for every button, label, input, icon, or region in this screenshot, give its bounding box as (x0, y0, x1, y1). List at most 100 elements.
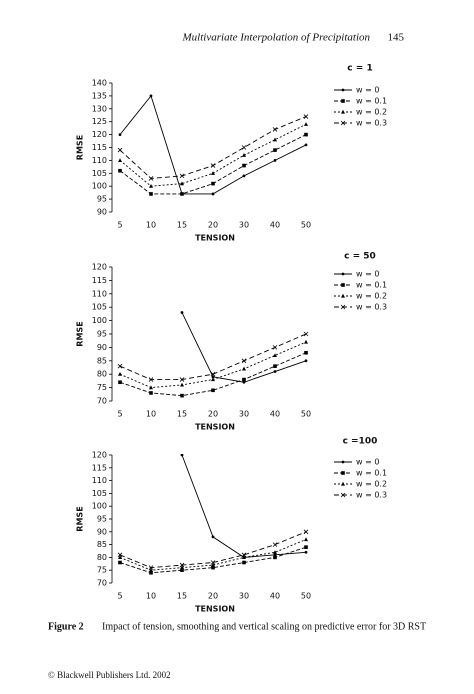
marker (273, 555, 277, 560)
y-tick-label: 115 (92, 276, 107, 285)
marker (180, 192, 184, 196)
marker (304, 537, 308, 542)
legend-label: w = 0.1 (356, 97, 387, 106)
x-tick-label: 50 (301, 221, 311, 230)
marker (303, 529, 309, 535)
marker (117, 552, 123, 558)
y-tick-label: 100 (92, 316, 107, 325)
y-tick-label: 135 (92, 91, 107, 100)
marker (210, 163, 216, 168)
marker (241, 552, 247, 558)
marker (304, 350, 308, 355)
legend-label: w = 0.3 (356, 303, 387, 312)
x-axis-title: TENSION (195, 234, 235, 243)
marker (242, 174, 246, 178)
marker (211, 377, 215, 382)
legend-label: w = 0 (356, 270, 379, 279)
series-line (119, 116, 307, 179)
legend-label: w = 0.2 (356, 108, 387, 117)
marker (304, 359, 308, 363)
marker (118, 372, 122, 376)
series-line (181, 454, 307, 558)
marker (304, 550, 308, 554)
marker (148, 377, 154, 382)
marker (210, 371, 216, 377)
footer: © Blackwell Publishers Ltd. 2002 (48, 670, 171, 680)
marker (118, 158, 122, 162)
legend-marker (341, 272, 345, 276)
legend-marker (341, 99, 345, 103)
y-tick-label: 70 (97, 579, 107, 588)
marker (273, 553, 277, 557)
marker (303, 114, 309, 119)
marker (117, 363, 123, 369)
legend-label: w = 0 (356, 86, 379, 95)
marker (180, 454, 184, 457)
x-tick-label: 15 (177, 592, 187, 601)
marker (211, 192, 215, 196)
y-tick-label: 140 (92, 79, 107, 88)
y-tick-label: 120 (92, 130, 107, 139)
y-tick-label: 105 (92, 303, 107, 312)
marker (303, 331, 309, 337)
chart-title: c =100 (343, 437, 378, 447)
legend-marker (341, 460, 345, 464)
series-line (119, 123, 307, 187)
plot (117, 311, 309, 398)
marker (242, 555, 246, 559)
marker (149, 192, 153, 196)
marker (211, 565, 215, 570)
y-axis-title: RMSE (76, 506, 85, 531)
marker (272, 345, 278, 350)
plot (117, 454, 309, 575)
marker (242, 153, 246, 157)
marker (149, 570, 153, 575)
legend-marker (341, 293, 345, 298)
x-tick-label: 20 (208, 221, 218, 230)
y-tick-label: 100 (92, 502, 107, 511)
legend-label: w = 0.3 (356, 491, 387, 500)
y-tick-label: 75 (97, 383, 107, 392)
marker (211, 171, 215, 175)
marker (148, 176, 154, 181)
x-tick-label: 30 (239, 221, 249, 230)
marker (118, 133, 122, 137)
marker (180, 568, 184, 572)
marker (241, 145, 247, 150)
marker (273, 364, 277, 368)
legend-label: w = 0.1 (356, 281, 387, 290)
legend-label: w = 0 (356, 458, 379, 467)
marker (304, 545, 308, 549)
y-tick-label: 105 (92, 489, 107, 498)
marker (242, 380, 246, 384)
legend-marker (340, 304, 346, 310)
x-tick-label: 40 (270, 410, 280, 419)
marker (242, 560, 246, 565)
y-axis-title: RMSE (76, 135, 85, 160)
marker (179, 173, 185, 179)
marker (149, 94, 153, 98)
marker (272, 127, 278, 132)
chart-title: c = 1 (347, 64, 372, 74)
marker (118, 168, 122, 173)
marker (273, 550, 277, 554)
marker (304, 122, 308, 126)
marker (211, 388, 215, 393)
y-tick-label: 120 (92, 263, 107, 272)
marker (179, 562, 185, 568)
marker (118, 560, 122, 565)
marker (241, 358, 247, 364)
marker (304, 132, 308, 137)
x-tick-label: 10 (146, 410, 156, 419)
marker (149, 568, 153, 572)
y-tick-label: 75 (97, 566, 107, 575)
y-tick-label: 70 (97, 397, 107, 406)
marker (118, 380, 122, 385)
caption-text: Impact of tension, smoothing and vertica… (102, 621, 426, 632)
x-tick-label: 15 (177, 221, 187, 230)
marker (242, 377, 246, 382)
marker (242, 163, 246, 168)
marker (180, 393, 184, 398)
y-tick-label: 95 (97, 195, 107, 204)
